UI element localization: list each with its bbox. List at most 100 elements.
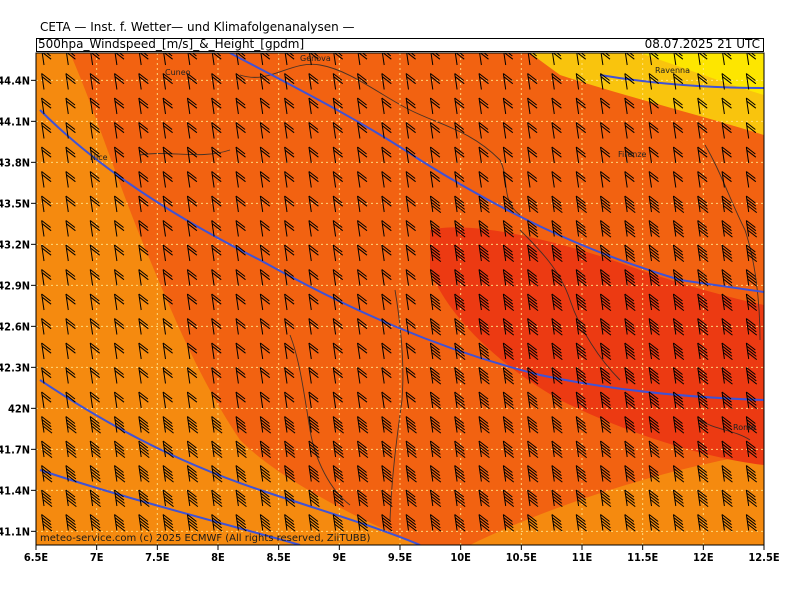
wind-barb [551,440,563,458]
wind-barb [429,269,442,287]
wind-barb [284,391,295,409]
wind-barb [697,489,709,507]
wind-barb [284,220,295,237]
wind-barb [259,318,271,335]
wind-barb [600,318,612,336]
wind-barb [454,367,466,385]
wind-barb [235,171,246,188]
wind-barb [138,318,149,335]
wind-barb [65,293,76,311]
wind-barb [235,293,246,311]
x-tick-label: 8E [211,551,225,564]
x-tick-label: 12.5E [748,551,779,564]
wind-barb [65,122,76,139]
wind-barb [624,514,636,532]
wind-barb [138,391,149,409]
wind-barb [186,367,198,384]
wind-barb [259,220,271,237]
wind-barb [381,195,392,213]
wind-barb [697,342,709,360]
wind-barb [697,195,709,213]
wind-barb [162,514,174,532]
wind-barb [527,465,539,483]
wind-barb [138,514,150,532]
wind-barb [65,465,77,483]
wind-barb [502,440,515,458]
wind-barb [405,367,416,384]
wind-barb [672,244,685,262]
wind-barb [721,122,732,139]
wind-barb [478,122,489,139]
wind-barb [745,440,758,458]
wind-barb [721,73,732,90]
wind-barb [357,440,369,458]
wind-barb [405,293,416,311]
wind-barb [186,342,198,360]
wind-barb [624,318,636,336]
wind-barb [648,342,660,360]
wind-barb [405,97,416,115]
wind-barb [114,269,125,286]
wind-barb [259,293,271,311]
wind-barb [721,220,733,238]
wind-barb [624,195,636,213]
wind-barb [624,342,636,360]
wind-barb [65,195,76,213]
wind-barb [186,465,199,483]
wind-barb [478,97,489,115]
wind-barb [745,465,758,483]
wind-barb [332,465,344,483]
wind-barb [478,416,490,434]
wind-barb [186,318,198,335]
wind-barb [454,269,466,287]
wind-barb [648,122,659,139]
wind-barb [381,416,393,434]
wind-barb [648,171,659,188]
wind-barb [454,122,465,139]
wind-barb [672,146,684,164]
wind-barb [745,391,758,409]
wind-barb [551,367,563,385]
wind-barb [745,367,758,385]
wind-barb [454,220,466,238]
wind-barb [332,367,344,384]
wind-barb [332,269,344,286]
wind-barb [454,318,466,336]
wind-barb [381,244,392,262]
wind-barb [259,171,271,188]
wind-barb [648,440,660,458]
wind-barb [454,97,465,115]
wind-barb [600,293,612,311]
wind-barb [114,391,125,409]
wind-barb [575,97,587,115]
wind-barb [332,73,344,90]
wind-barb [454,195,466,213]
wind-barb [357,244,368,262]
wind-barb [41,489,53,507]
wind-barb [527,220,539,238]
wind-barb [308,293,319,311]
wind-barb [259,489,272,507]
wind-barb [332,171,344,188]
wind-barb [162,391,173,409]
wind-barb [624,244,636,262]
height-contour [229,53,764,293]
wind-barb [65,489,77,507]
wind-barb [454,465,466,483]
wind-barb [721,146,732,164]
wind-barb [357,122,368,139]
wind-barb [89,220,101,237]
wind-barb [551,416,563,434]
wind-barb [308,146,319,164]
wind-barb [41,244,52,262]
wind-barb [721,465,733,483]
wind-barb [138,465,150,483]
wind-barb [186,122,198,139]
wind-barb [381,146,392,164]
wind-barb [41,440,53,458]
wind-barb [235,122,246,139]
wind-barb [211,244,222,262]
wind-barb [405,244,416,262]
x-tick-label: 7.5E [145,551,170,564]
wind-barb [648,391,660,409]
